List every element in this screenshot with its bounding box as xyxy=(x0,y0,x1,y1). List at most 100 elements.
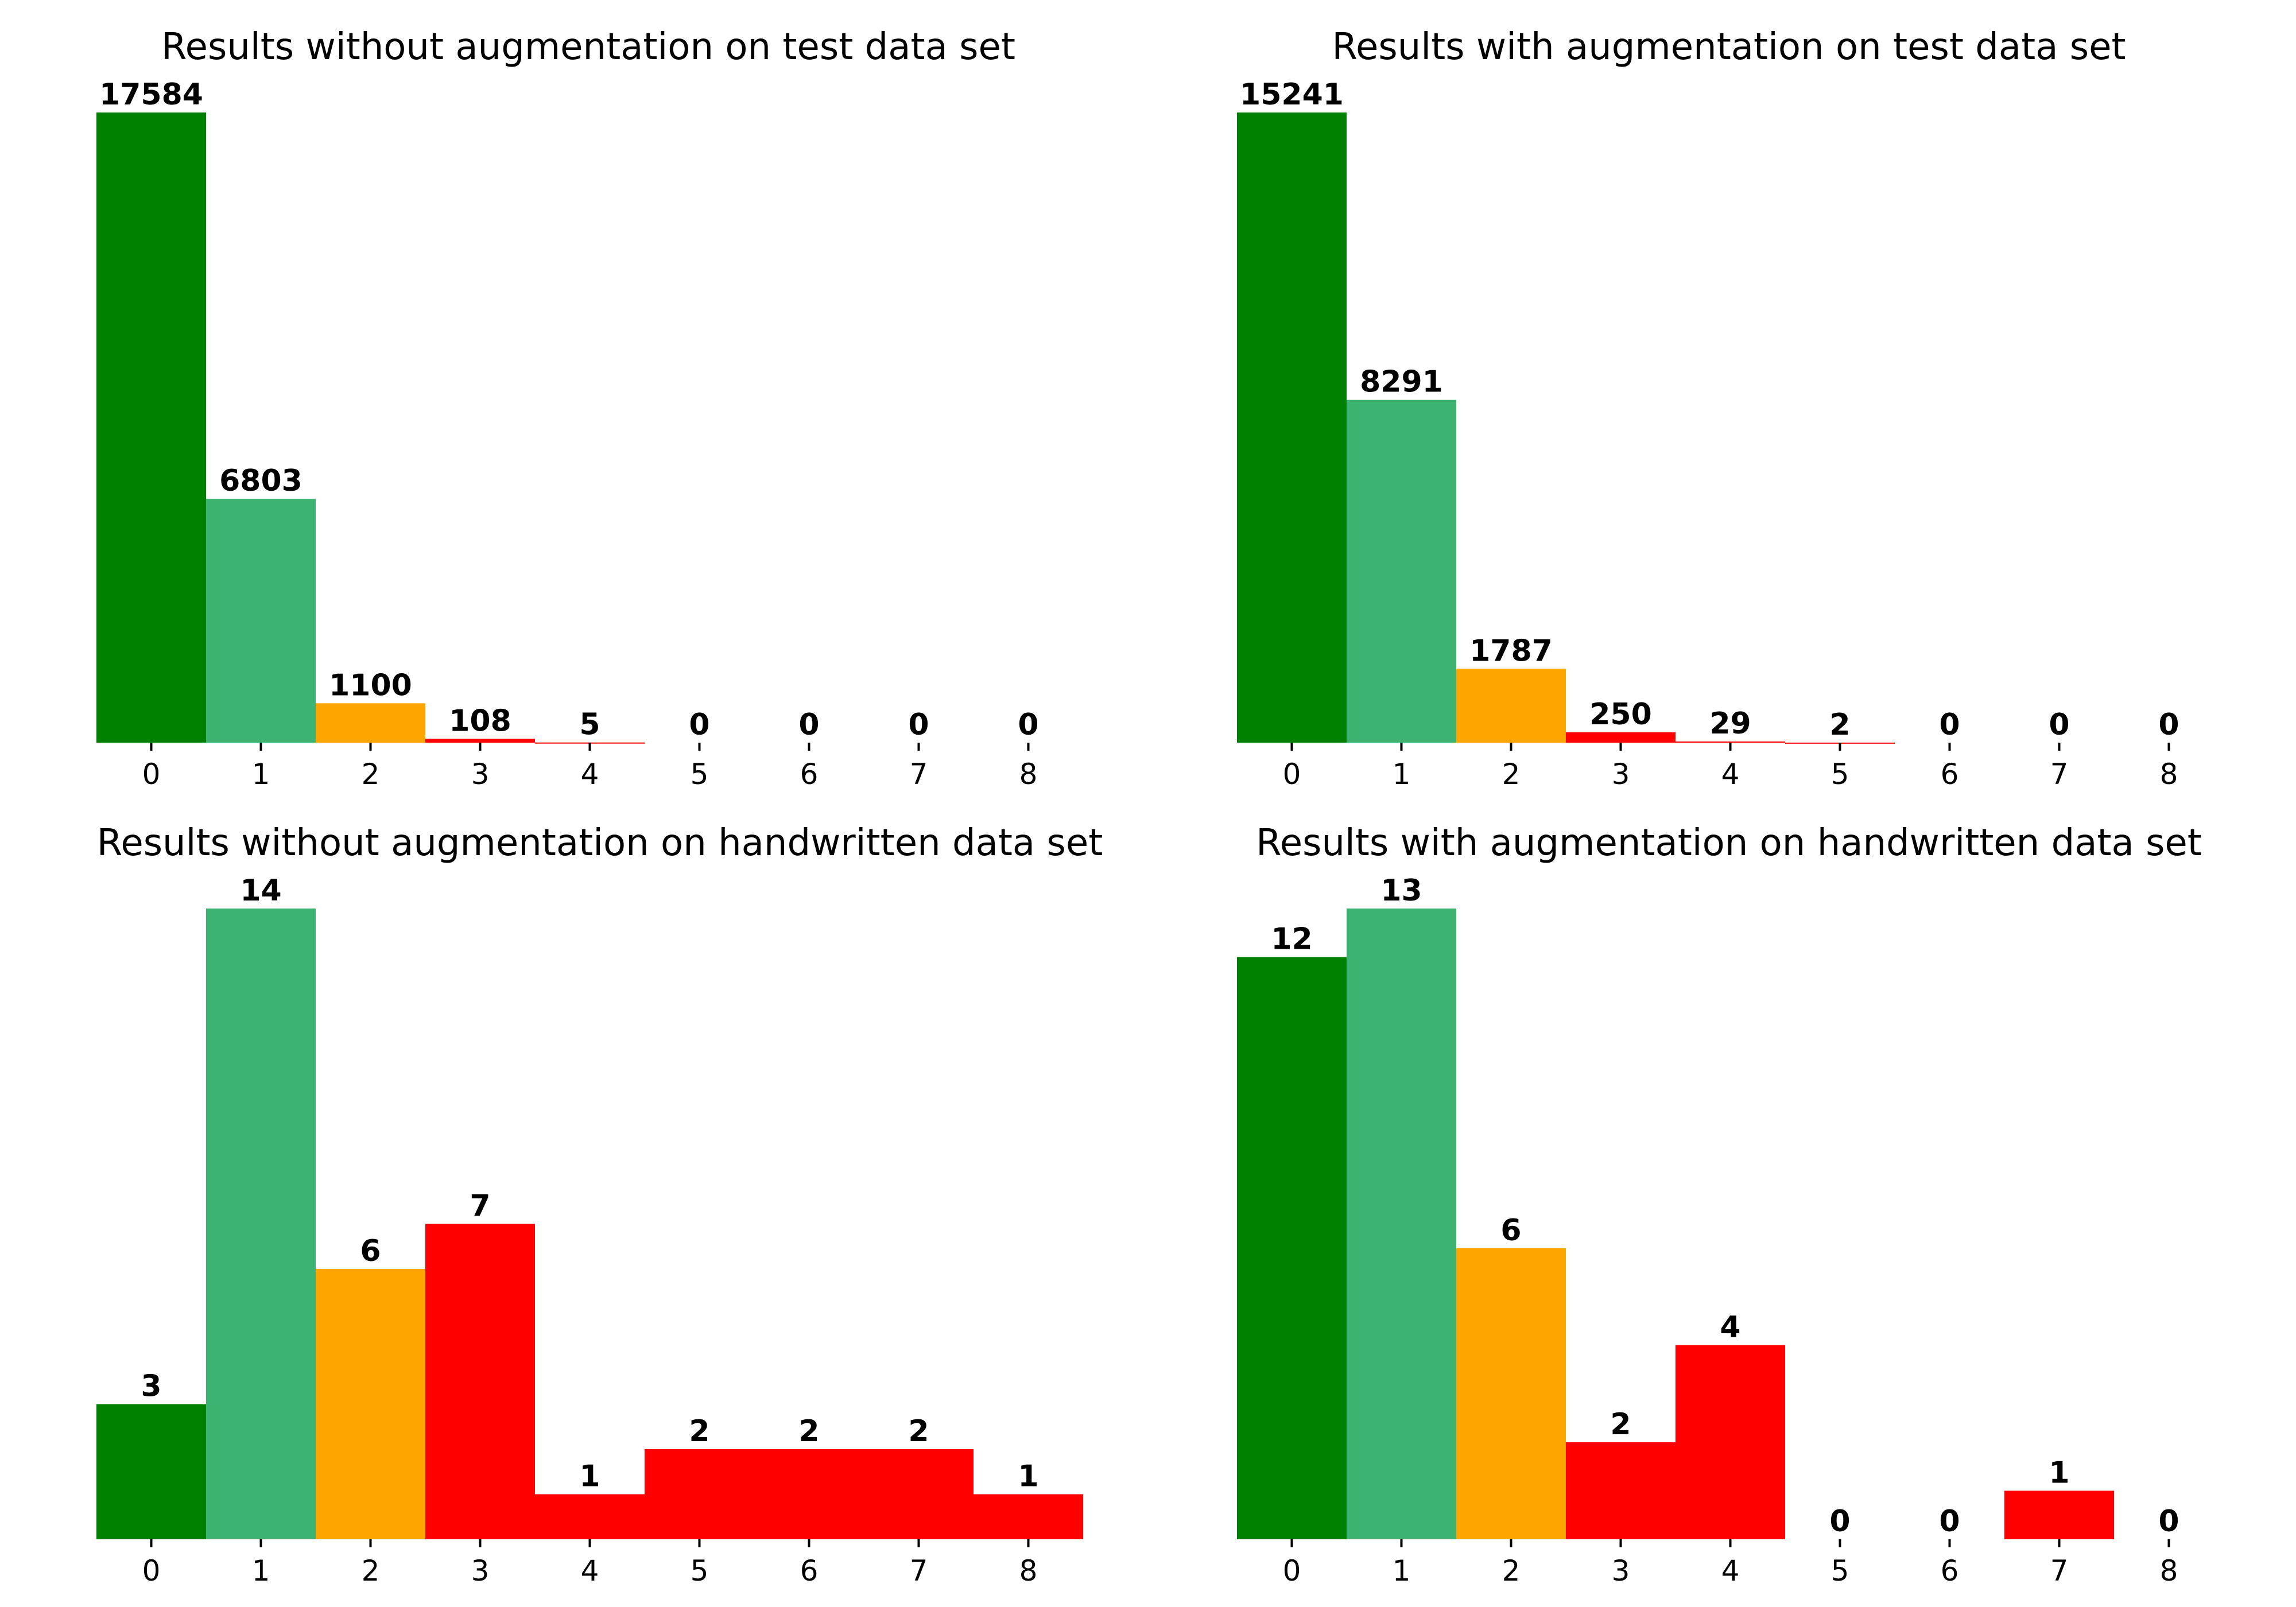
bar-1 xyxy=(1347,399,1456,743)
bar-value-label: 6 xyxy=(1500,1213,1521,1248)
bar-6 xyxy=(754,1449,864,1539)
bar-0 xyxy=(1237,957,1347,1539)
bar-value-label: 7 xyxy=(470,1189,490,1224)
bar-1 xyxy=(206,909,316,1539)
x-tick-label: 0 xyxy=(142,758,161,791)
bar-value-label: 4 xyxy=(1720,1310,1740,1345)
chart-panel-3: Results without augmentation on handwrit… xyxy=(96,822,1103,1587)
bar-3 xyxy=(425,1224,535,1539)
bar-value-label: 2 xyxy=(1829,708,1850,742)
bar-value-label: 14 xyxy=(240,874,281,908)
bar-value-label: 1 xyxy=(2049,1455,2069,1490)
bar-value-label: 0 xyxy=(908,708,929,742)
x-tick-label: 6 xyxy=(1941,1554,1959,1587)
bar-value-label: 8291 xyxy=(1360,365,1443,399)
x-tick-label: 7 xyxy=(2050,758,2069,791)
bar-0 xyxy=(96,1404,206,1539)
chart-title: Results without augmentation on test dat… xyxy=(161,26,1015,68)
bar-value-label: 0 xyxy=(2158,708,2179,742)
bar-8 xyxy=(974,1494,1083,1539)
x-tick-label: 3 xyxy=(471,758,490,791)
x-tick-label: 2 xyxy=(1502,758,1521,791)
bar-value-label: 0 xyxy=(2049,708,2069,742)
x-tick-label: 7 xyxy=(910,758,928,791)
bar-7 xyxy=(2004,1490,2114,1539)
bar-1 xyxy=(206,499,316,743)
x-tick-label: 2 xyxy=(362,758,380,791)
bar-5 xyxy=(645,1449,754,1539)
bar-2 xyxy=(316,1269,425,1539)
x-tick-label: 6 xyxy=(800,1554,819,1587)
chart-title: Results with augmentation on handwritten… xyxy=(1256,822,2202,864)
bar-value-label: 3 xyxy=(141,1369,161,1404)
x-tick-label: 0 xyxy=(1283,758,1301,791)
bar-value-label: 0 xyxy=(689,708,709,742)
bar-3 xyxy=(425,739,535,743)
bar-4 xyxy=(1676,741,1785,743)
x-tick-label: 6 xyxy=(800,758,819,791)
bar-value-label: 0 xyxy=(2158,1504,2179,1539)
bar-value-label: 2 xyxy=(798,1414,819,1449)
bar-value-label: 6 xyxy=(360,1234,381,1268)
x-tick-label: 4 xyxy=(1721,758,1740,791)
x-tick-label: 1 xyxy=(252,1554,270,1587)
x-tick-label: 7 xyxy=(2050,1554,2069,1587)
bar-3 xyxy=(1566,1442,1676,1539)
chart-panel-4: Results with augmentation on handwritten… xyxy=(1237,822,2202,1587)
bar-value-label: 13 xyxy=(1380,874,1422,908)
bar-2 xyxy=(1456,669,1566,743)
x-tick-label: 4 xyxy=(1721,1554,1740,1587)
bar-value-label: 17584 xyxy=(99,77,203,112)
bar-0 xyxy=(1237,112,1347,743)
bar-value-label: 1 xyxy=(579,1460,600,1494)
bar-value-label: 6803 xyxy=(219,464,302,498)
bar-value-label: 108 xyxy=(449,704,511,738)
x-tick-label: 3 xyxy=(1612,1554,1630,1587)
x-tick-label: 5 xyxy=(1831,758,1849,791)
x-tick-label: 8 xyxy=(2160,758,2178,791)
bar-value-label: 2 xyxy=(1610,1407,1631,1442)
bar-0 xyxy=(96,112,206,743)
bar-value-label: 0 xyxy=(798,708,819,742)
bar-value-label: 0 xyxy=(1018,708,1038,742)
x-tick-label: 2 xyxy=(362,1554,380,1587)
chart-title: Results with augmentation on test data s… xyxy=(1332,26,2126,68)
x-tick-label: 1 xyxy=(252,758,270,791)
bar-value-label: 2 xyxy=(908,1414,929,1449)
bar-value-label: 12 xyxy=(1271,922,1312,957)
x-tick-label: 3 xyxy=(1612,758,1630,791)
bar-value-label: 1 xyxy=(1018,1460,1038,1494)
bar-1 xyxy=(1347,909,1456,1539)
x-tick-label: 7 xyxy=(910,1554,928,1587)
bar-value-label: 1787 xyxy=(1469,634,1553,668)
chart-panel-1: Results without augmentation on test dat… xyxy=(96,26,1039,791)
bar-value-label: 1100 xyxy=(329,668,412,702)
chart-panel-2: Results with augmentation on test data s… xyxy=(1237,26,2179,791)
bar-7 xyxy=(864,1449,974,1539)
bar-4 xyxy=(1676,1345,1785,1539)
bar-value-label: 0 xyxy=(1939,1504,1960,1539)
x-tick-label: 3 xyxy=(471,1554,490,1587)
bar-value-label: 29 xyxy=(1709,707,1751,741)
bar-4 xyxy=(535,1494,645,1539)
x-tick-label: 4 xyxy=(581,1554,599,1587)
x-tick-label: 8 xyxy=(1019,758,1038,791)
bar-value-label: 0 xyxy=(1829,1504,1850,1539)
x-tick-label: 5 xyxy=(691,758,709,791)
x-tick-label: 0 xyxy=(1283,1554,1301,1587)
x-tick-label: 5 xyxy=(691,1554,709,1587)
bar-3 xyxy=(1566,732,1676,743)
bar-value-label: 15241 xyxy=(1240,77,1344,112)
bar-2 xyxy=(1456,1248,1566,1539)
x-tick-label: 8 xyxy=(1019,1554,1038,1587)
bar-value-label: 0 xyxy=(1939,708,1960,742)
x-tick-label: 8 xyxy=(2160,1554,2178,1587)
bar-value-label: 2 xyxy=(689,1414,709,1449)
bar-value-label: 5 xyxy=(579,708,600,742)
x-tick-label: 1 xyxy=(1393,1554,1411,1587)
x-tick-label: 0 xyxy=(142,1554,161,1587)
x-tick-label: 1 xyxy=(1393,758,1411,791)
x-tick-label: 2 xyxy=(1502,1554,1521,1587)
x-tick-label: 4 xyxy=(581,758,599,791)
